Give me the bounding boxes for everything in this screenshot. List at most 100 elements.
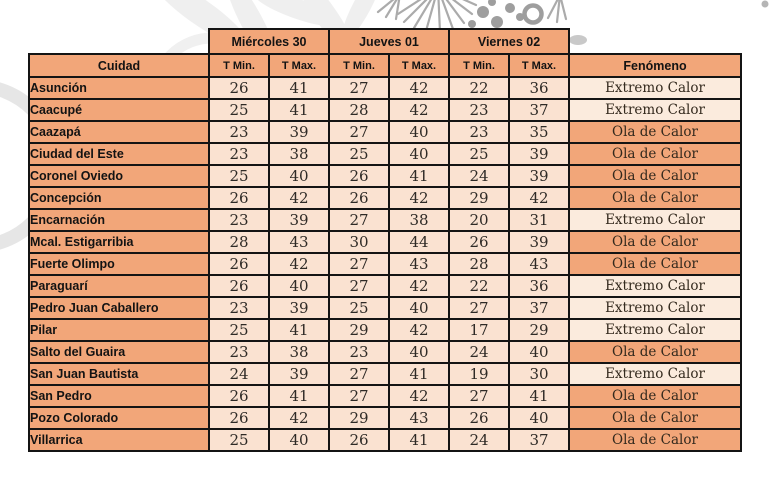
temp-cell: 27 — [328, 274, 390, 298]
city-cell: San Pedro — [28, 384, 210, 408]
fenomeno-cell: Extremo Calor — [568, 362, 742, 386]
fenomeno-cell: Ola de Calor — [568, 340, 742, 364]
temp-cell: 25 — [208, 318, 270, 342]
tmin-header-wednesday: T Min. — [208, 53, 270, 78]
temp-cell: 41 — [388, 362, 450, 386]
day-header-thursday: Jueves 01 — [328, 28, 450, 55]
tmax-header-wednesday: T Max. — [268, 53, 330, 78]
temp-cell: 27 — [328, 208, 390, 232]
temp-cell: 23 — [208, 142, 270, 166]
fenomeno-column-header: Fenómeno — [568, 53, 742, 78]
fenomeno-cell: Extremo Calor — [568, 274, 742, 298]
table-row: Encarnación 23 39 27 38 20 31 Extremo Calor — [28, 208, 742, 232]
table-row: Pilar 25 41 29 42 17 29 Extremo Calor — [28, 318, 742, 342]
tmax-header-friday: T Max. — [508, 53, 570, 78]
fenomeno-cell: Extremo Calor — [568, 208, 742, 232]
table-row: Concepción 26 42 26 42 29 42 Ola de Calor — [28, 186, 742, 210]
temp-cell: 38 — [268, 340, 330, 364]
city-cell: Mcal. Estigarribia — [28, 230, 210, 254]
table-row: Asunción 26 41 27 42 22 36 Extremo Calor — [28, 76, 742, 100]
temp-cell: 20 — [448, 208, 510, 232]
temp-cell: 41 — [268, 318, 330, 342]
header-spacer-left — [29, 29, 209, 54]
temp-cell: 42 — [268, 186, 330, 210]
temp-cell: 28 — [328, 98, 390, 122]
city-cell: Paraguarí — [28, 274, 210, 298]
temp-cell: 39 — [508, 142, 570, 166]
fenomeno-cell: Ola de Calor — [568, 252, 742, 276]
temp-cell: 42 — [388, 98, 450, 122]
temp-cell: 31 — [508, 208, 570, 232]
temp-cell: 28 — [448, 252, 510, 276]
table-row: San Pedro 26 41 27 42 27 41 Ola de Calor — [28, 384, 742, 408]
city-cell: Salto del Guaira — [28, 340, 210, 364]
temp-cell: 40 — [268, 428, 330, 452]
temp-cell: 40 — [388, 142, 450, 166]
temp-cell: 25 — [208, 428, 270, 452]
temp-cell: 35 — [508, 120, 570, 144]
temp-cell: 41 — [508, 384, 570, 408]
temp-cell: 26 — [328, 186, 390, 210]
temp-cell: 25 — [208, 164, 270, 188]
temp-cell: 42 — [388, 76, 450, 100]
temp-cell: 42 — [388, 318, 450, 342]
temp-cell: 23 — [448, 98, 510, 122]
city-cell: Coronel Oviedo — [28, 164, 210, 188]
temp-cell: 41 — [268, 384, 330, 408]
temp-cell: 24 — [448, 164, 510, 188]
temp-cell: 17 — [448, 318, 510, 342]
temp-cell: 23 — [208, 340, 270, 364]
temp-cell: 25 — [328, 296, 390, 320]
temp-cell: 26 — [208, 406, 270, 430]
temp-cell: 22 — [448, 274, 510, 298]
temp-cell: 23 — [208, 208, 270, 232]
temp-cell: 40 — [508, 406, 570, 430]
temp-cell: 19 — [448, 362, 510, 386]
city-cell: Pedro Juan Caballero — [28, 296, 210, 320]
temp-cell: 43 — [388, 406, 450, 430]
table-row: Caacupé 25 41 28 42 23 37 Extremo Calor — [28, 98, 742, 122]
city-cell: Caazapá — [28, 120, 210, 144]
city-column-header: Cuidad — [28, 53, 210, 78]
temp-cell: 26 — [208, 384, 270, 408]
temp-cell: 27 — [448, 384, 510, 408]
temp-cell: 37 — [508, 296, 570, 320]
fenomeno-cell: Ola de Calor — [568, 142, 742, 166]
temp-cell: 26 — [448, 406, 510, 430]
temp-cell: 37 — [508, 98, 570, 122]
table-row: Caazapá 23 39 27 40 23 35 Ola de Calor — [28, 120, 742, 144]
temp-cell: 44 — [388, 230, 450, 254]
temp-cell: 25 — [208, 98, 270, 122]
temp-cell: 41 — [268, 76, 330, 100]
city-cell: San Juan Bautista — [28, 362, 210, 386]
temp-cell: 36 — [508, 76, 570, 100]
temp-cell: 23 — [208, 296, 270, 320]
table-row: Pozo Colorado 26 42 29 43 26 40 Ola de Calor — [28, 406, 742, 430]
table-row: Paraguarí 26 40 27 42 22 36 Extremo Calor — [28, 274, 742, 298]
temp-cell: 22 — [448, 76, 510, 100]
temp-cell: 24 — [448, 428, 510, 452]
forecast-table: Miércoles 30 Jueves 01 Viernes 02 Cuidad… — [28, 28, 742, 452]
temp-cell: 24 — [448, 340, 510, 364]
temp-cell: 40 — [268, 164, 330, 188]
temp-cell: 27 — [328, 362, 390, 386]
fenomeno-cell: Extremo Calor — [568, 296, 742, 320]
temp-cell: 39 — [268, 296, 330, 320]
fenomeno-cell: Ola de Calor — [568, 384, 742, 408]
table-row: Mcal. Estigarribia 28 43 30 44 26 39 Ola de Cal… — [28, 230, 742, 254]
temp-cell: 23 — [328, 340, 390, 364]
day-header-wednesday: Miércoles 30 — [208, 28, 330, 55]
fenomeno-cell: Ola de Calor — [568, 120, 742, 144]
temp-cell: 40 — [508, 340, 570, 364]
city-cell: Fuerte Olimpo — [28, 252, 210, 276]
temp-cell: 40 — [388, 296, 450, 320]
temp-cell: 27 — [328, 252, 390, 276]
temp-cell: 38 — [388, 208, 450, 232]
header-spacer-right — [569, 29, 741, 54]
fenomeno-cell: Extremo Calor — [568, 76, 742, 100]
fenomeno-cell: Extremo Calor — [568, 98, 742, 122]
temp-cell: 43 — [388, 252, 450, 276]
temp-cell: 39 — [268, 120, 330, 144]
temp-cell: 42 — [508, 186, 570, 210]
temp-cell: 30 — [328, 230, 390, 254]
